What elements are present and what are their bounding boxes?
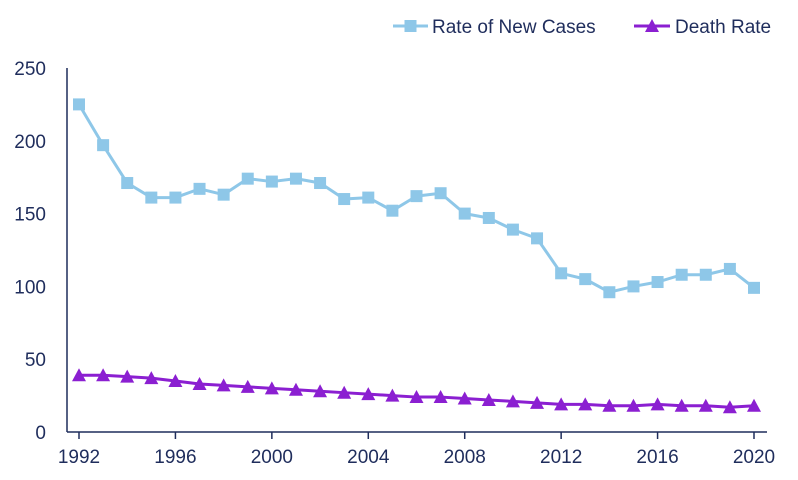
data-point	[289, 172, 302, 185]
legend: Rate of New Cases Death Rate	[393, 17, 771, 38]
data-point	[748, 281, 760, 294]
data-point	[410, 190, 423, 203]
series-layer	[72, 98, 761, 414]
x-tick-label: 1992	[58, 447, 100, 468]
data-point	[457, 391, 472, 405]
data-point	[650, 397, 665, 411]
data-point	[434, 187, 447, 200]
data-point	[169, 191, 182, 204]
legend-marker	[404, 20, 417, 32]
data-point	[241, 172, 254, 185]
data-point	[217, 188, 230, 201]
data-point	[458, 207, 471, 220]
data-point	[578, 397, 593, 411]
x-tick-label: 2004	[347, 447, 390, 468]
series-2	[72, 368, 761, 414]
x-tick-label: 1996	[154, 447, 196, 468]
legend-label: Death Rate	[675, 17, 771, 38]
data-point	[313, 384, 328, 398]
data-point	[314, 177, 327, 190]
data-point	[554, 397, 569, 411]
data-point	[121, 177, 134, 190]
x-tick-label: 2008	[444, 447, 486, 468]
data-point	[675, 268, 688, 281]
data-point	[72, 368, 86, 382]
y-tick-label: 150	[14, 205, 46, 226]
data-point	[385, 388, 400, 402]
data-point	[409, 390, 424, 404]
data-point	[505, 394, 520, 408]
y-tick-label: 200	[14, 132, 46, 153]
y-tick-label: 100	[14, 277, 46, 298]
data-point	[97, 139, 110, 152]
data-point	[627, 280, 640, 293]
data-point	[168, 374, 183, 388]
legend-item-2: Death Rate	[634, 17, 771, 38]
data-point	[73, 98, 85, 111]
data-point	[362, 191, 375, 204]
y-tick-label: 0	[35, 423, 46, 444]
data-point	[386, 204, 399, 217]
data-point	[602, 398, 617, 412]
y-tick-label: 50	[25, 350, 46, 371]
data-point	[481, 392, 496, 406]
data-point	[747, 398, 761, 412]
data-point	[145, 191, 158, 204]
legend-label: Rate of New Cases	[432, 17, 596, 38]
x-tick-label: 2016	[636, 447, 678, 468]
data-point	[506, 223, 519, 236]
data-point	[531, 232, 544, 245]
x-tick-label: 2000	[251, 447, 293, 468]
data-point	[433, 390, 448, 404]
y-tick-label: 250	[14, 59, 46, 80]
data-point	[361, 387, 376, 401]
data-point	[603, 286, 616, 299]
x-tick-label: 2020	[733, 447, 775, 468]
data-point	[264, 381, 279, 395]
data-point	[482, 211, 495, 224]
data-point	[193, 182, 206, 195]
data-point	[699, 268, 712, 281]
legend-marker	[645, 19, 659, 32]
data-point	[338, 193, 351, 206]
data-point	[674, 398, 689, 412]
data-point	[96, 368, 111, 382]
data-point	[288, 382, 303, 396]
series-1	[73, 98, 760, 299]
data-point	[216, 378, 231, 392]
data-point	[626, 398, 641, 412]
data-point	[144, 371, 159, 385]
data-point	[337, 385, 352, 399]
data-point	[722, 400, 737, 414]
data-point	[651, 276, 664, 289]
data-point	[240, 379, 255, 393]
axes: 0 50 100 150 200 250 1992 1996 2000 2004 2008 2012 2…	[14, 59, 775, 468]
data-point	[579, 273, 592, 286]
x-tick-label: 2012	[540, 447, 582, 468]
data-point	[698, 398, 713, 412]
data-point	[192, 376, 207, 390]
data-point	[120, 369, 135, 383]
data-point	[555, 267, 568, 280]
data-point	[530, 395, 545, 409]
data-point	[723, 262, 736, 275]
legend-item-1: Rate of New Cases	[393, 17, 596, 38]
data-point	[265, 175, 278, 188]
